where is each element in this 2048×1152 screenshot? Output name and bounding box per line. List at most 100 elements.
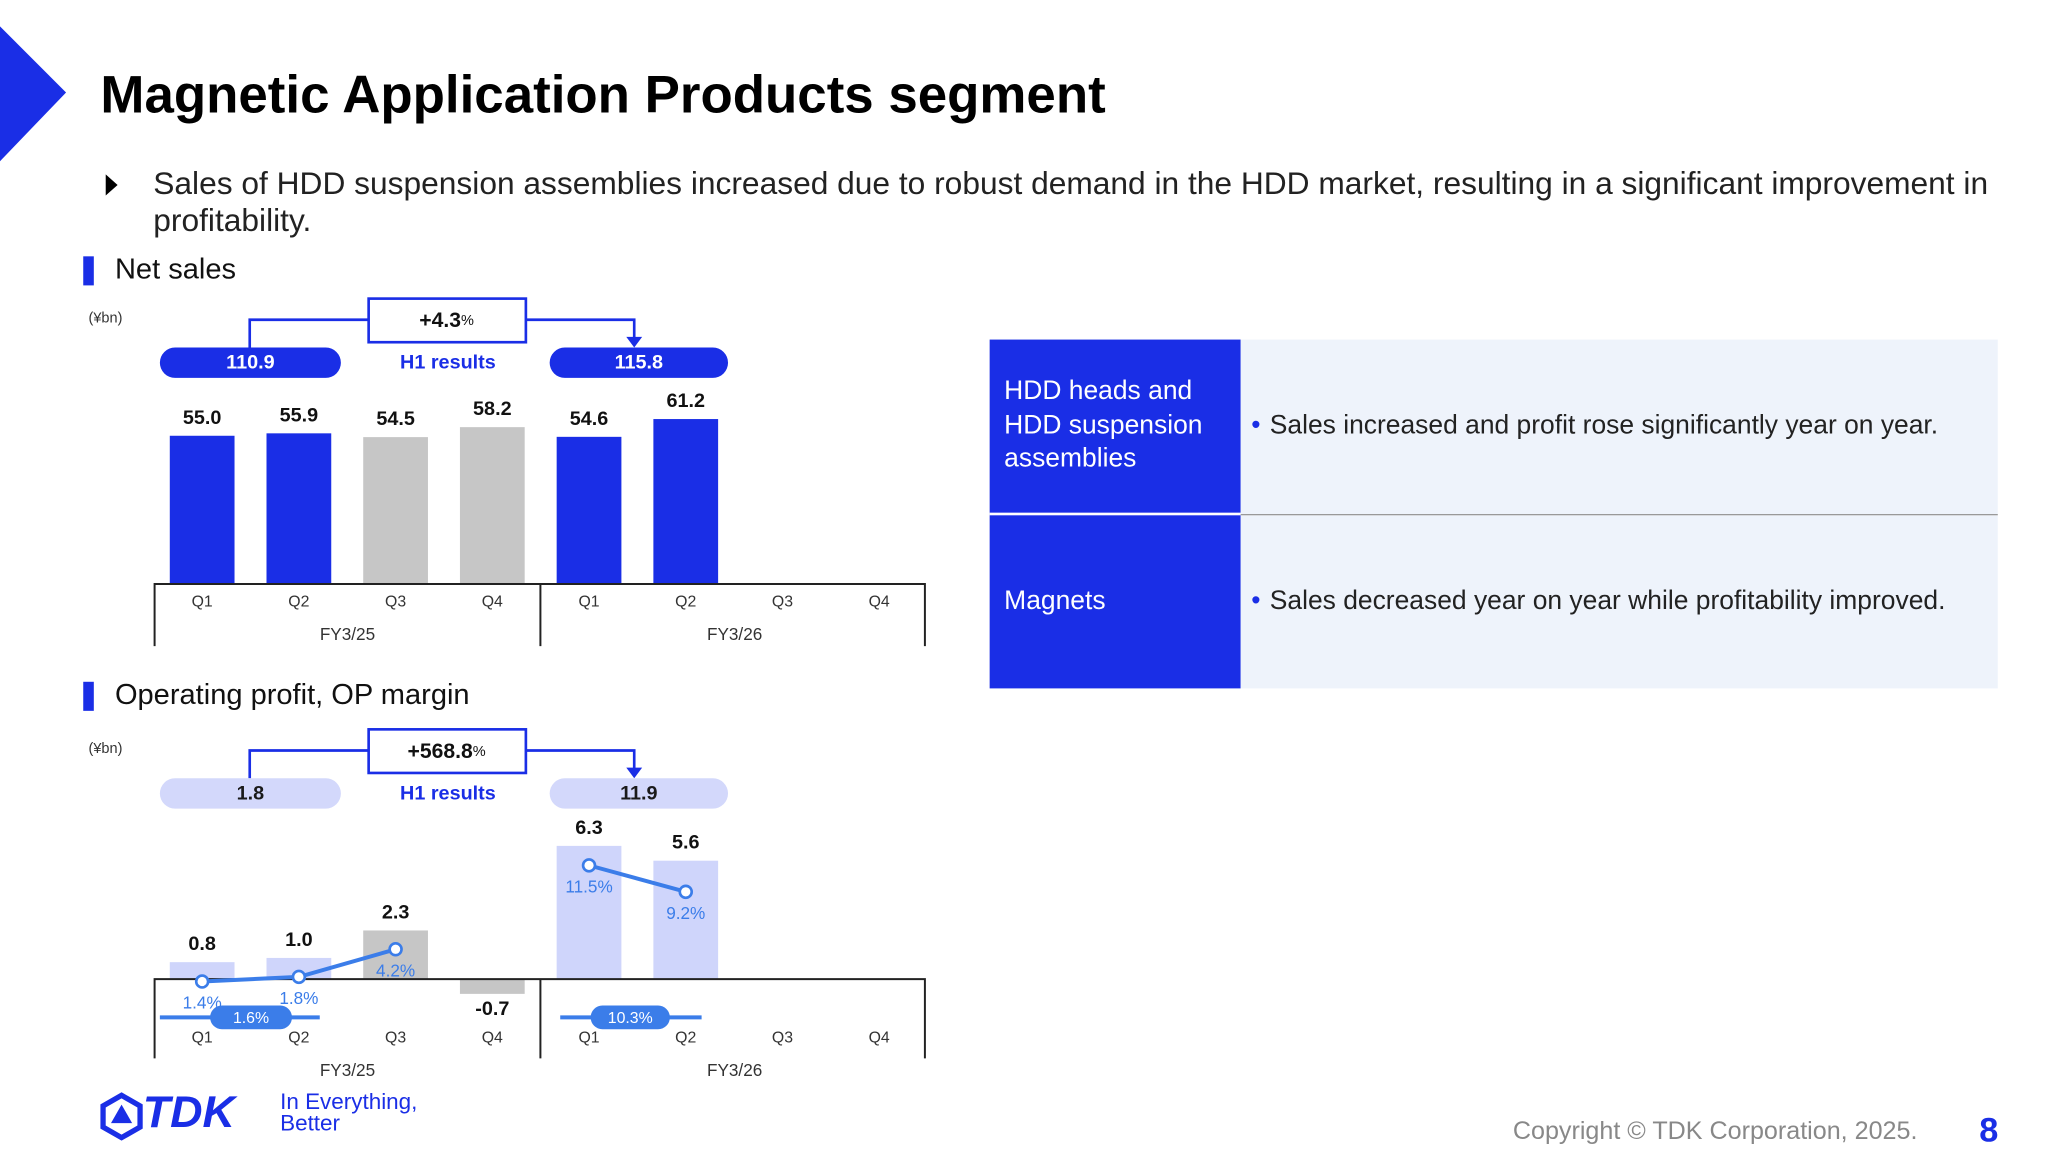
- margin-point: [388, 942, 403, 957]
- change-label: +4.3%: [419, 309, 474, 332]
- table-row: HDD heads and HDD suspension assemblies …: [989, 339, 1998, 516]
- value-label: 2.3: [382, 902, 410, 924]
- bar: [363, 437, 428, 585]
- x-tick-label: Q2: [288, 594, 309, 611]
- bar: [169, 435, 235, 585]
- margin-point: [291, 969, 307, 985]
- group-label: FY3/26: [707, 1060, 762, 1080]
- axis-frame: [153, 583, 926, 647]
- logo-text: TDK: [143, 1086, 239, 1137]
- group-label: FY3/25: [320, 1060, 375, 1080]
- arrow-head: [626, 767, 643, 779]
- tagline: Better: [280, 1110, 340, 1135]
- margin-point: [581, 858, 597, 873]
- x-tick-label: Q2: [288, 1030, 309, 1047]
- bar: [653, 860, 719, 980]
- x-tick-label: Q4: [482, 1030, 503, 1047]
- h1-value: 1.8: [237, 782, 265, 804]
- value-label: -0.7: [475, 998, 509, 1020]
- value-label: 6.3: [575, 817, 603, 839]
- bar: [266, 433, 332, 585]
- value-label: 61.2: [666, 390, 705, 412]
- x-tick-label: Q4: [869, 594, 890, 611]
- value-label: 5.6: [672, 832, 700, 854]
- margin-point: [194, 974, 210, 989]
- summary-table: HDD heads and HDD suspension assemblies …: [989, 339, 1998, 689]
- x-tick-label: Q3: [772, 594, 793, 611]
- change-value: +568.8: [408, 739, 473, 762]
- slide-title: Magnetic Application Products segment: [100, 66, 1106, 125]
- value-label: 1.0: [285, 929, 313, 951]
- bar: [653, 419, 719, 585]
- arrow-head: [626, 336, 643, 348]
- change-label: +568.8%: [408, 739, 486, 762]
- value-label: 55.0: [183, 407, 222, 429]
- h1-label: H1 results: [400, 352, 496, 374]
- h1-margin-label: 10.3%: [608, 1010, 653, 1027]
- h1-margin-pill: [590, 1005, 670, 1030]
- value-label: 54.6: [570, 408, 609, 430]
- chart-title: Net sales: [115, 254, 236, 286]
- margin-label: 1.4%: [183, 992, 222, 1012]
- x-tick-label: Q3: [385, 1030, 406, 1047]
- x-tick-label: Q1: [578, 1030, 599, 1047]
- x-tick-label: Q3: [772, 1030, 793, 1047]
- h1-value: 110.9: [226, 352, 274, 374]
- row-text: Sales decreased year on year while profi…: [1240, 513, 1998, 689]
- section-marker: [83, 681, 94, 711]
- group-label: FY3/26: [707, 624, 762, 644]
- page-number: 8: [1979, 1109, 1999, 1150]
- x-tick-label: Q2: [675, 594, 696, 611]
- row-header: HDD heads and HDD suspension assemblies: [989, 339, 1241, 516]
- bar: [459, 427, 525, 585]
- table-row: Magnets Sales decreased year on year whi…: [989, 513, 1998, 689]
- change-box: [367, 297, 528, 344]
- unit-label: (¥bn): [89, 310, 123, 326]
- h1-margin-pill: [210, 1005, 293, 1030]
- h1-pill: [549, 778, 729, 809]
- corner-mark: [0, 26, 67, 162]
- comparison-connector: [248, 749, 636, 779]
- margin-label: 9.2%: [666, 903, 705, 923]
- h1-label: H1 results: [400, 782, 496, 804]
- x-tick-label: Q2: [675, 1030, 696, 1047]
- bar: [459, 979, 525, 994]
- chart-title: Operating profit, OP margin: [115, 679, 470, 711]
- tagline: In Everything,: [280, 1089, 417, 1114]
- margin-label: 4.2%: [376, 960, 415, 980]
- copyright: Copyright © TDK Corporation, 2025.: [1512, 1117, 1918, 1146]
- logo: TDK In Everything, Better: [100, 1086, 417, 1141]
- h1-pill: [159, 347, 341, 378]
- x-tick-label: Q4: [869, 1030, 890, 1047]
- comparison-connector: [248, 318, 636, 348]
- h1-value: 11.9: [620, 782, 657, 804]
- axis-frame: [153, 978, 926, 1059]
- h1-pill: [549, 347, 729, 378]
- h1-pill: [159, 778, 341, 809]
- bar: [556, 436, 622, 585]
- margin-point: [678, 884, 694, 900]
- change-value: +4.3: [419, 309, 461, 332]
- h1-margin-label: 1.6%: [233, 1010, 269, 1027]
- change-unit: %: [473, 744, 486, 760]
- group-label: FY3/25: [320, 624, 375, 644]
- value-label: 0.8: [188, 933, 216, 955]
- change-unit: %: [461, 313, 474, 329]
- x-tick-label: Q1: [192, 594, 213, 611]
- bar: [169, 962, 235, 980]
- row-header: Magnets: [989, 513, 1241, 689]
- row-text: Sales increased and profit rose signific…: [1240, 339, 1998, 515]
- bullet: Sales of HDD suspension assemblies incre…: [105, 166, 2003, 240]
- x-tick-label: Q1: [578, 594, 599, 611]
- change-box: [367, 728, 528, 775]
- margin-label: 1.8%: [279, 988, 318, 1008]
- section-marker: [83, 256, 94, 286]
- x-tick-label: Q1: [192, 1030, 213, 1047]
- value-label: 55.9: [280, 404, 319, 426]
- h1-value: 115.8: [615, 352, 663, 374]
- x-tick-label: Q4: [482, 594, 503, 611]
- value-label: 54.5: [376, 408, 415, 430]
- value-label: 58.2: [473, 398, 512, 420]
